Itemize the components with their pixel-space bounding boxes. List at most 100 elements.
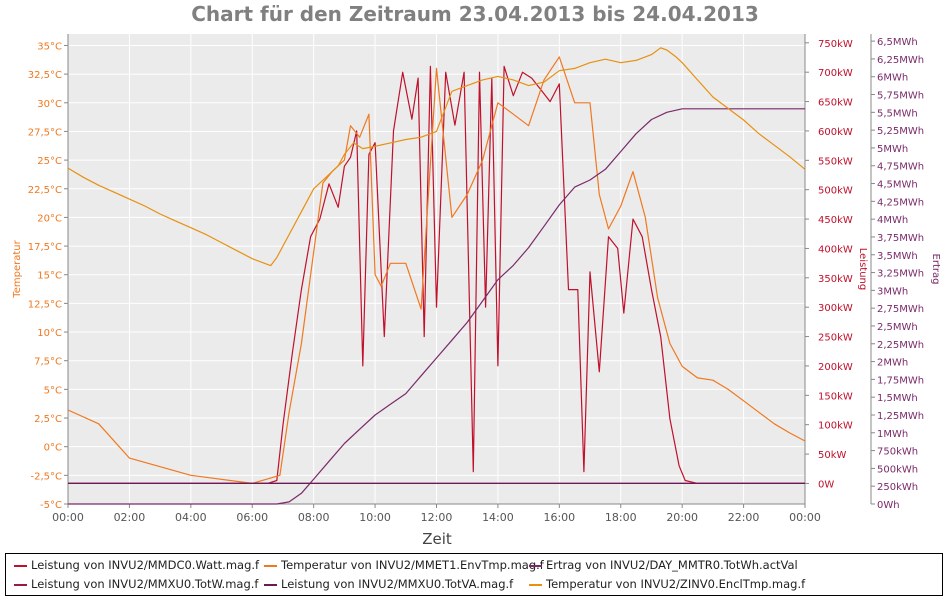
legend-item: Temperatur von INVU2/ZINV0.EnclTmp.mag.f	[529, 576, 805, 592]
energy-tick-label: 3,75MWh	[877, 233, 924, 244]
x-tick-label: 18:00	[605, 511, 637, 524]
legend-label: Temperatur von INVU2/ZINV0.EnclTmp.mag.f	[546, 577, 806, 591]
temperature-tick-label: 5°C	[44, 385, 62, 396]
energy-tick-label: 1MWh	[877, 429, 908, 440]
power-tick-label: 650kW	[818, 98, 853, 109]
power-tick-label: 300kW	[818, 303, 853, 314]
power-tick-label: 350kW	[818, 274, 853, 285]
x-tick-label: 10:00	[359, 511, 391, 524]
series	[67, 47, 806, 505]
energy-tick-label: 5,5MWh	[877, 108, 918, 119]
legend-item: Ertrag von INVU2/DAY_MMTR0.TotWh.actVal	[529, 557, 798, 573]
power-tick-label: 400kW	[818, 244, 853, 255]
temperature-tick-label: 20°C	[37, 213, 62, 224]
power-tick-label: 750kW	[818, 39, 853, 50]
series-line-3	[68, 108, 805, 505]
energy-tick-label: 5,75MWh	[877, 91, 924, 102]
energy-tick-label: 250kWh	[877, 482, 918, 493]
energy-tick-label: 3,5MWh	[877, 251, 918, 262]
grid	[67, 34, 806, 505]
energy-tick-label: 3MWh	[877, 286, 908, 297]
temperature-tick-label: -2,5°C	[31, 471, 63, 482]
energy-tick-label: 6,25MWh	[877, 55, 924, 66]
power-tick-label: 550kW	[818, 156, 853, 167]
energy-tick-label: 750kWh	[877, 447, 918, 458]
x-tick-label: 00:00	[789, 511, 821, 524]
x-tick-label: 20:00	[666, 511, 698, 524]
x-axis-label: Zeit	[422, 530, 452, 548]
temperature-tick-label: 27,5°C	[28, 127, 62, 138]
power-tick-label: 500kW	[818, 186, 853, 197]
x-tick-label: 14:00	[482, 511, 514, 524]
energy-tick-label: 2,75MWh	[877, 304, 924, 315]
temperature-tick-label: 10°C	[37, 328, 62, 339]
legend-item: Temperatur von INVU2/MMET1.EnvTmp.mag.f	[264, 557, 544, 573]
axes: 00:00 02:00 04:00 06:00 08:00 10:00 12:00 14:00…	[28, 34, 924, 524]
x-tick-label: 08:00	[298, 511, 330, 524]
energy-tick-label: 1,5MWh	[877, 393, 918, 404]
legend-label: Leistung von INVU2/MMXU0.TotW.mag.f	[31, 577, 259, 591]
x-tick-label: 04:00	[175, 511, 207, 524]
energy-tick-label: 5,25MWh	[877, 126, 924, 137]
x-tick-label: 22:00	[728, 511, 760, 524]
power-tick-label: 450kW	[818, 215, 853, 226]
legend-swatch	[14, 564, 27, 567]
energy-tick-label: 4MWh	[877, 215, 908, 226]
temperature-tick-label: 25°C	[37, 156, 62, 167]
power-tick-label: 700kW	[818, 68, 853, 79]
x-tick-label: 00:00	[52, 511, 84, 524]
series-line-2	[67, 56, 806, 484]
legend-swatch	[529, 583, 542, 586]
energy-tick-label: 4,5MWh	[877, 180, 918, 191]
power-tick-label: 0W	[818, 479, 834, 490]
power-axis-label: Leistung	[857, 248, 868, 290]
legend-label: Leistung von INVU2/MMDC0.Watt.mag.f	[31, 558, 260, 572]
power-tick-label: 600kW	[818, 127, 853, 138]
temperature-tick-label: 0°C	[44, 443, 62, 454]
temperature-tick-label: 17,5°C	[28, 242, 62, 253]
energy-tick-label: 2,25MWh	[877, 340, 924, 351]
legend-swatch	[14, 583, 27, 586]
temperature-tick-label: 22,5°C	[28, 185, 62, 196]
legend-label: Ertrag von INVU2/DAY_MMTR0.TotWh.actVal	[546, 558, 798, 572]
legend-item: Leistung von INVU2/MMDC0.Watt.mag.f	[14, 557, 259, 573]
energy-tick-label: 4,75MWh	[877, 162, 924, 173]
series-line-1	[68, 65, 805, 484]
temperature-tick-label: 35°C	[37, 41, 62, 52]
legend-swatch	[529, 564, 542, 567]
power-tick-label: 200kW	[818, 362, 853, 373]
energy-tick-label: 6,5MWh	[877, 37, 918, 48]
temperature-tick-label: 2,5°C	[34, 414, 62, 425]
temperature-tick-label: 7,5°C	[34, 357, 62, 368]
energy-tick-label: 500kWh	[877, 464, 918, 475]
energy-tick-label: 4,25MWh	[877, 197, 924, 208]
energy-axis-label: Ertrag	[930, 254, 941, 285]
legend-label: Leistung von INVU2/MMXU0.TotVA.mag.f	[281, 577, 514, 591]
power-tick-label: 150kW	[818, 391, 853, 402]
temperature-tick-label: 12,5°C	[28, 299, 62, 310]
power-tick-label: 50kW	[818, 450, 847, 461]
temperature-tick-label: 32,5°C	[28, 70, 62, 81]
energy-tick-label: 1,75MWh	[877, 375, 924, 386]
x-tick-label: 16:00	[543, 511, 575, 524]
legend-swatch	[264, 564, 277, 567]
legend-item: Leistung von INVU2/MMXU0.TotW.mag.f	[14, 576, 258, 592]
x-tick-label: 12:00	[421, 511, 453, 524]
energy-tick-label: 1,25MWh	[877, 411, 924, 422]
power-tick-label: 100kW	[818, 421, 853, 432]
energy-tick-label: 2MWh	[877, 358, 908, 369]
temperature-tick-label: -5°C	[40, 500, 62, 511]
legend: Leistung von INVU2/MMDC0.Watt.mag.f Tempe…	[5, 553, 943, 596]
energy-tick-label: 5MWh	[877, 144, 908, 155]
temperature-tick-label: 30°C	[37, 99, 62, 110]
energy-tick-label: 2,5MWh	[877, 322, 918, 333]
energy-tick-label: 6MWh	[877, 73, 908, 84]
chart-plot: 00:00 02:00 04:00 06:00 08:00 10:00 12:00 14:00…	[12, 34, 941, 548]
energy-tick-label: 0Wh	[877, 500, 900, 511]
power-tick-label: 250kW	[818, 333, 853, 344]
energy-tick-label: 3,25MWh	[877, 269, 924, 280]
temperature-axis-label: Temperatur	[12, 239, 23, 298]
chart-title: Chart für den Zeitraum 23.04.2013 bis 24…	[191, 2, 759, 26]
legend-label: Temperatur von INVU2/MMET1.EnvTmp.mag.f	[281, 558, 544, 572]
legend-item: Leistung von INVU2/MMXU0.TotVA.mag.f	[264, 576, 513, 592]
